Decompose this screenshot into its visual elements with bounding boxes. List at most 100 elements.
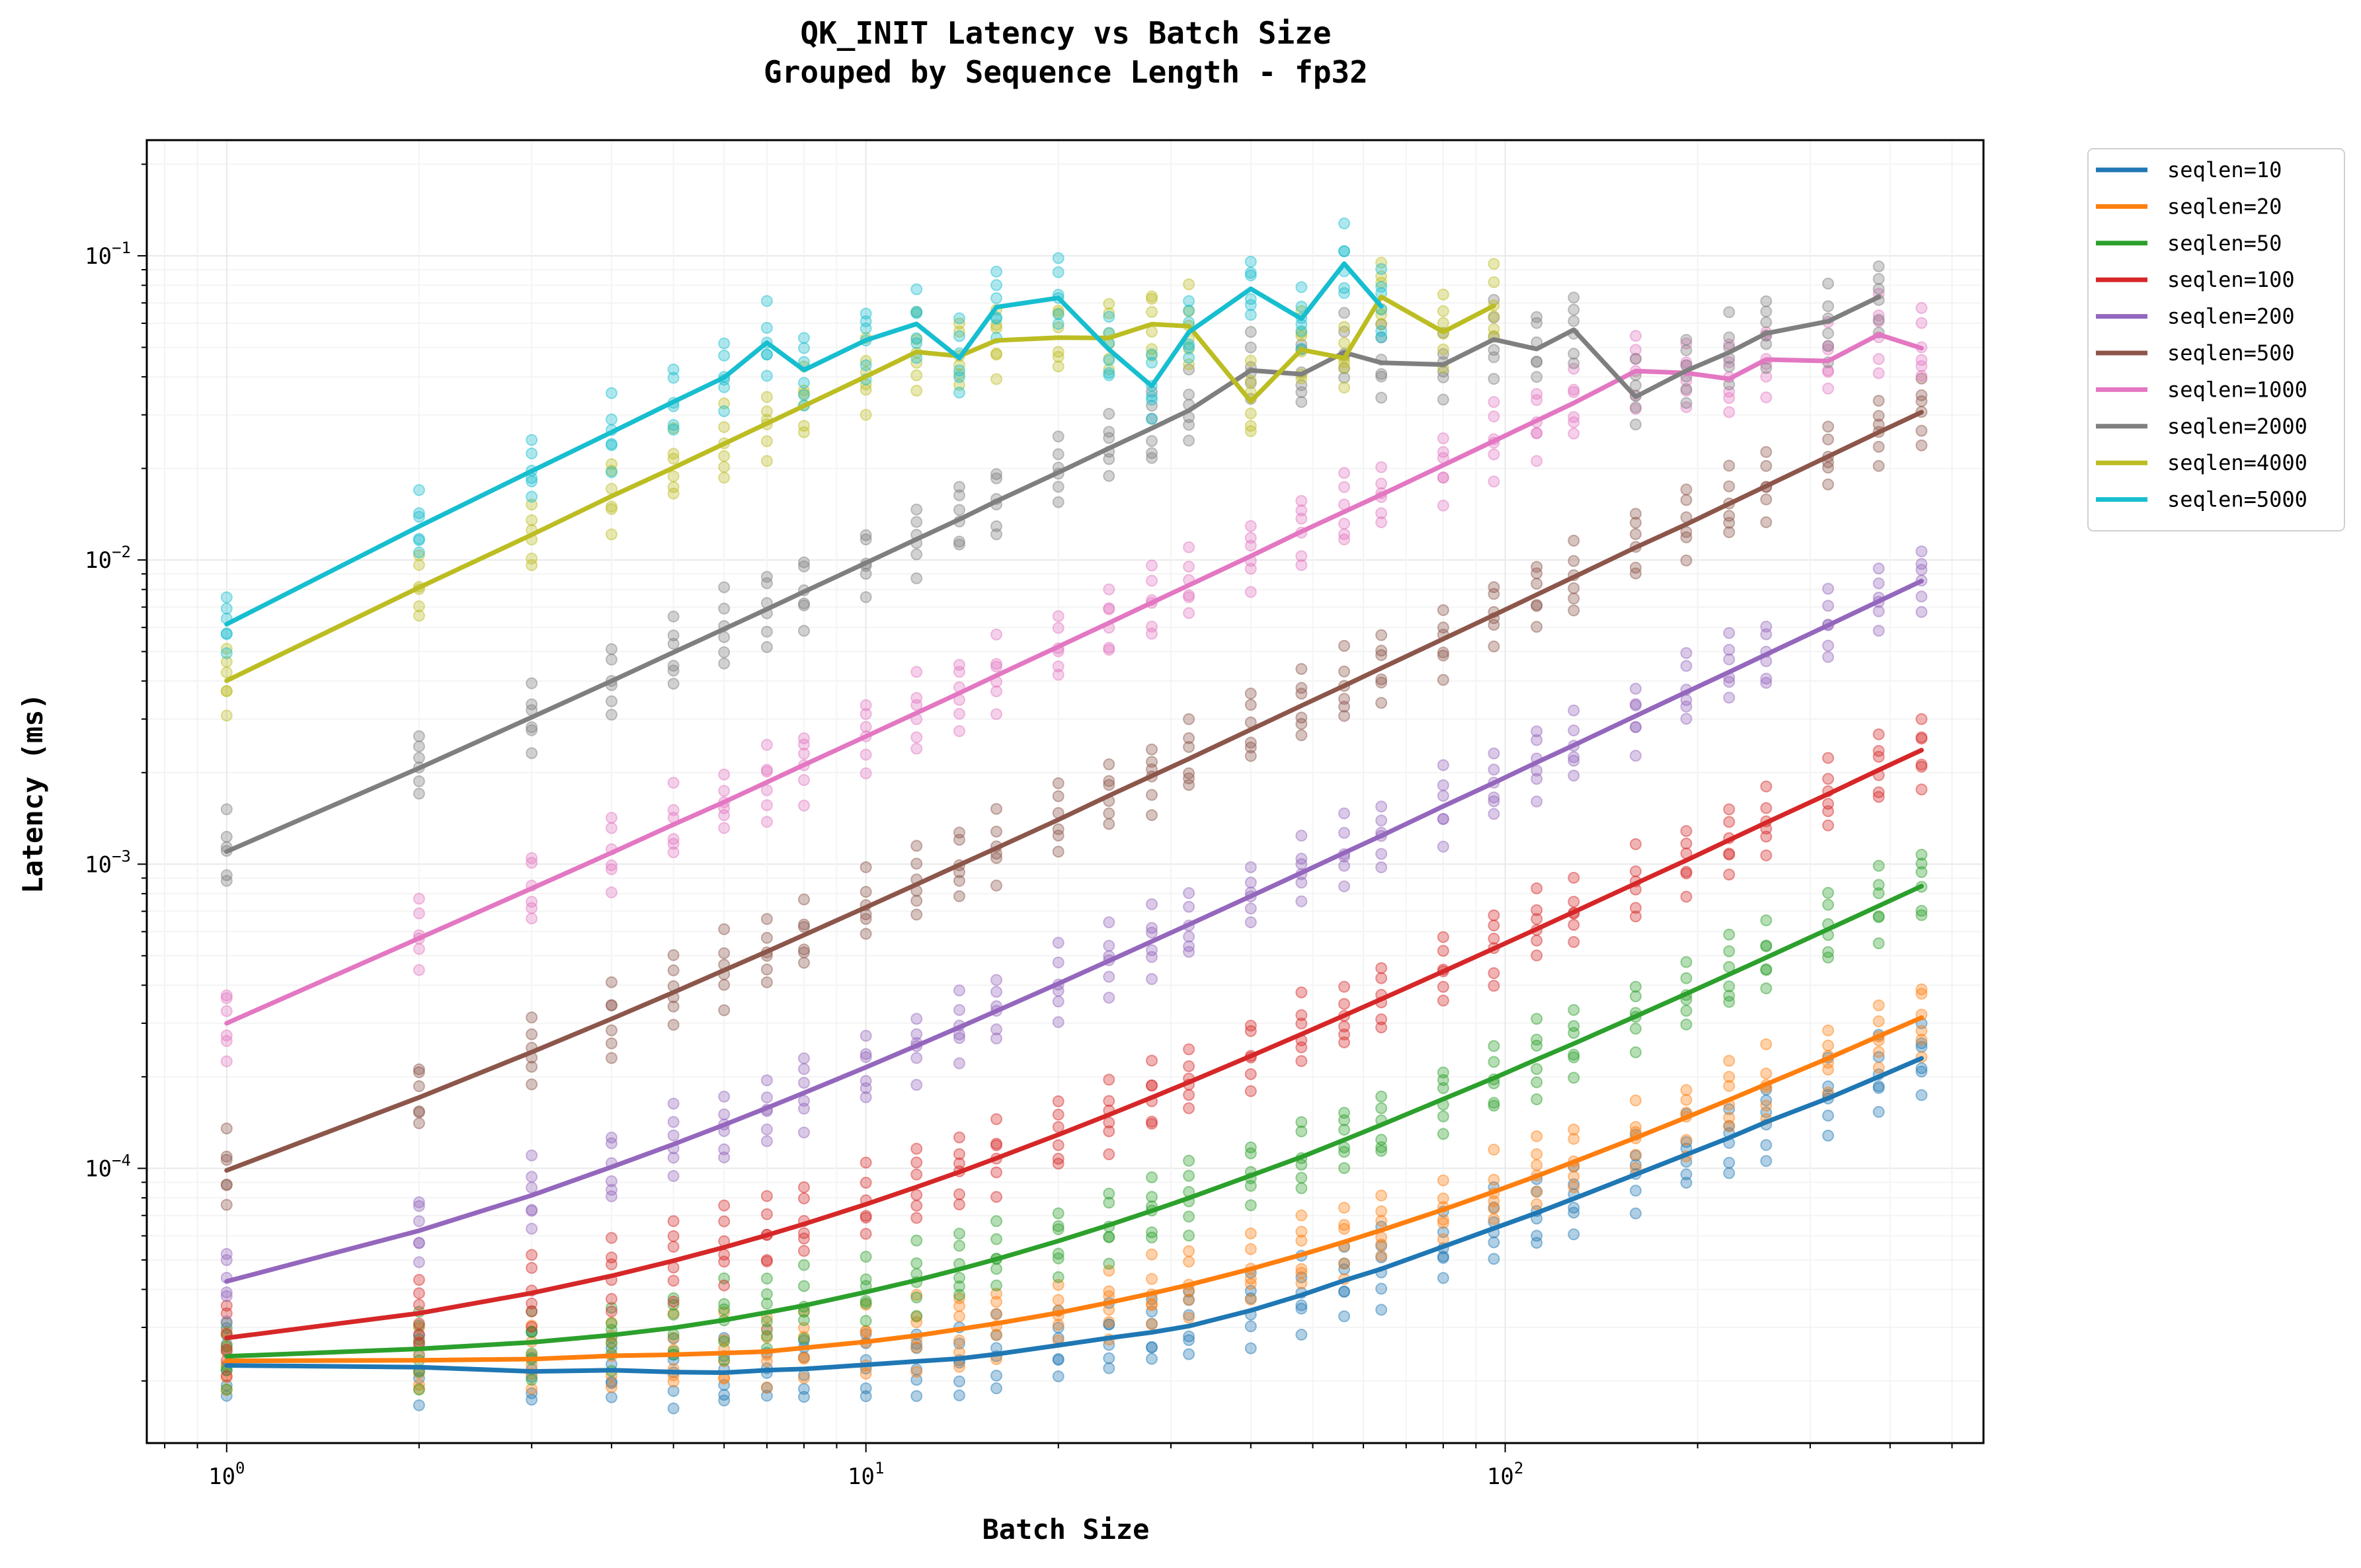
scatter-point [860, 409, 872, 421]
scatter-point [1183, 732, 1195, 744]
scatter-point [1052, 321, 1064, 334]
scatter-point [953, 1057, 965, 1070]
scatter-point [220, 1317, 233, 1329]
scatter-point [990, 1191, 1003, 1203]
scatter-point [667, 1116, 680, 1128]
scatter-point [1760, 982, 1773, 995]
scatter-point [220, 1178, 233, 1191]
scatter-point [953, 1300, 965, 1312]
scatter-point [1244, 1284, 1257, 1297]
scatter-point [220, 1290, 233, 1302]
scatter-point [1052, 1271, 1064, 1284]
scatter-point [1146, 951, 1158, 963]
scatter-point [413, 1117, 425, 1130]
scatter-point [1872, 1061, 1885, 1074]
scatter-point [667, 1385, 680, 1397]
scatter-point [797, 1181, 810, 1194]
scatter-point [1872, 859, 1885, 872]
scatter-point [1052, 350, 1064, 363]
scatter-point [910, 1212, 923, 1224]
scatter-point [1629, 1046, 1642, 1058]
scatter-point [1723, 1071, 1736, 1083]
scatter-point [605, 1293, 618, 1306]
series-line-seqlen-20 [224, 1015, 1924, 1364]
scatter-point [1183, 1245, 1195, 1257]
scatter-point [1295, 1302, 1308, 1315]
scatter-point [760, 322, 773, 334]
scatter-point [1488, 396, 1500, 409]
scatter-point [1680, 1093, 1693, 1106]
scatter-point [990, 279, 1003, 292]
scatter-point [1760, 620, 1773, 633]
scatter-point [1295, 830, 1308, 842]
scatter-point [953, 325, 965, 338]
scatter-point [1723, 847, 1736, 860]
scatter-point [1437, 1250, 1449, 1263]
scatter-point [1568, 754, 1580, 767]
scatter-point [526, 552, 538, 565]
scatter-point [1568, 751, 1580, 764]
scatter-point [718, 1333, 731, 1346]
scatter-point [1872, 786, 1885, 799]
scatter-point [220, 685, 233, 697]
scatter-point [910, 1079, 923, 1091]
scatter-point [797, 1095, 810, 1107]
scatter-point [605, 1251, 618, 1264]
scatter-point [1146, 447, 1158, 459]
scatter-point [1183, 1309, 1195, 1321]
scatter-point [953, 1389, 965, 1401]
scatter-point [860, 591, 872, 604]
scatter-point [1568, 724, 1580, 736]
scatter-point [990, 1288, 1003, 1300]
scatter-point [1244, 255, 1257, 268]
scatter-point [1723, 516, 1736, 529]
scatter-point [1295, 512, 1308, 525]
scatter-point [1183, 1230, 1195, 1242]
scatter-point [953, 1288, 965, 1301]
scatter-point [1103, 1318, 1115, 1331]
scatter-point [1488, 310, 1500, 323]
scatter-point [1488, 323, 1500, 335]
scatter-point [413, 1106, 425, 1118]
scatter-point [760, 765, 773, 778]
scatter-point [1052, 1157, 1064, 1170]
scatter-point [953, 1032, 965, 1044]
scatter-point [1244, 1342, 1257, 1354]
scatter-point [1244, 1179, 1257, 1192]
scatter-point [1760, 295, 1773, 307]
scatter-point [1760, 1094, 1773, 1107]
scatter-point [526, 912, 538, 925]
scatter-point [220, 1307, 233, 1319]
scatter-point [990, 472, 1003, 485]
scatter-point [910, 691, 923, 704]
scatter-point [990, 1382, 1003, 1395]
scatter-point [1146, 1273, 1158, 1285]
scatter-point [1680, 1004, 1693, 1017]
scatter-point [718, 381, 731, 393]
scatter-point [220, 685, 233, 697]
scatter-point [1183, 1043, 1195, 1056]
scatter-point [1822, 382, 1835, 395]
scatter-point [860, 533, 872, 546]
scatter-point [605, 387, 618, 399]
scatter-point [1822, 340, 1835, 352]
scatter-point [1052, 937, 1064, 949]
scatter-point [1052, 252, 1064, 264]
scatter-point [1760, 672, 1773, 685]
scatter-point [1375, 1214, 1388, 1227]
scatter-point [1146, 898, 1158, 910]
scatter-point [718, 657, 731, 670]
scatter-point [718, 1306, 731, 1319]
scatter-point [1488, 808, 1500, 820]
scatter-point [1629, 1207, 1642, 1220]
scatter-point [910, 305, 923, 318]
scatter-point [1629, 1159, 1642, 1171]
scatter-point [953, 371, 965, 383]
scatter-point [1488, 909, 1500, 921]
scatter-point [1244, 736, 1257, 749]
scatter-point [526, 896, 538, 908]
scatter-point [1052, 621, 1064, 634]
scatter-point [1531, 882, 1543, 894]
scatter-point [1680, 356, 1693, 369]
scatter-point [718, 450, 731, 462]
